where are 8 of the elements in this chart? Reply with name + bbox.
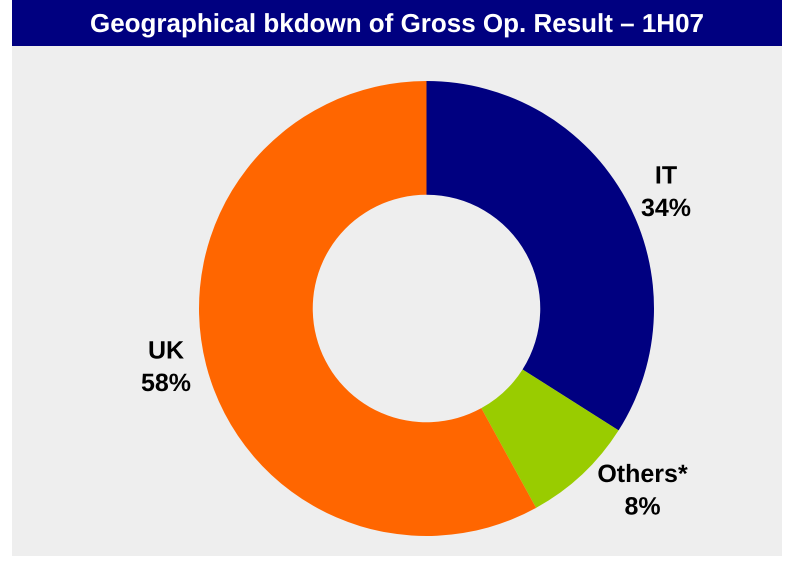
slice-label: Others* xyxy=(597,460,688,488)
data-label: 58% xyxy=(140,369,192,398)
chart-title: Geographical bkdown of Gross Op. Result – 1H07 xyxy=(12,0,782,46)
data-label: 8% xyxy=(624,492,661,521)
donut-slice xyxy=(199,81,536,536)
slice-label: UK xyxy=(148,336,184,365)
slice-label: IT xyxy=(654,162,678,190)
data-label: 34% xyxy=(640,194,692,222)
